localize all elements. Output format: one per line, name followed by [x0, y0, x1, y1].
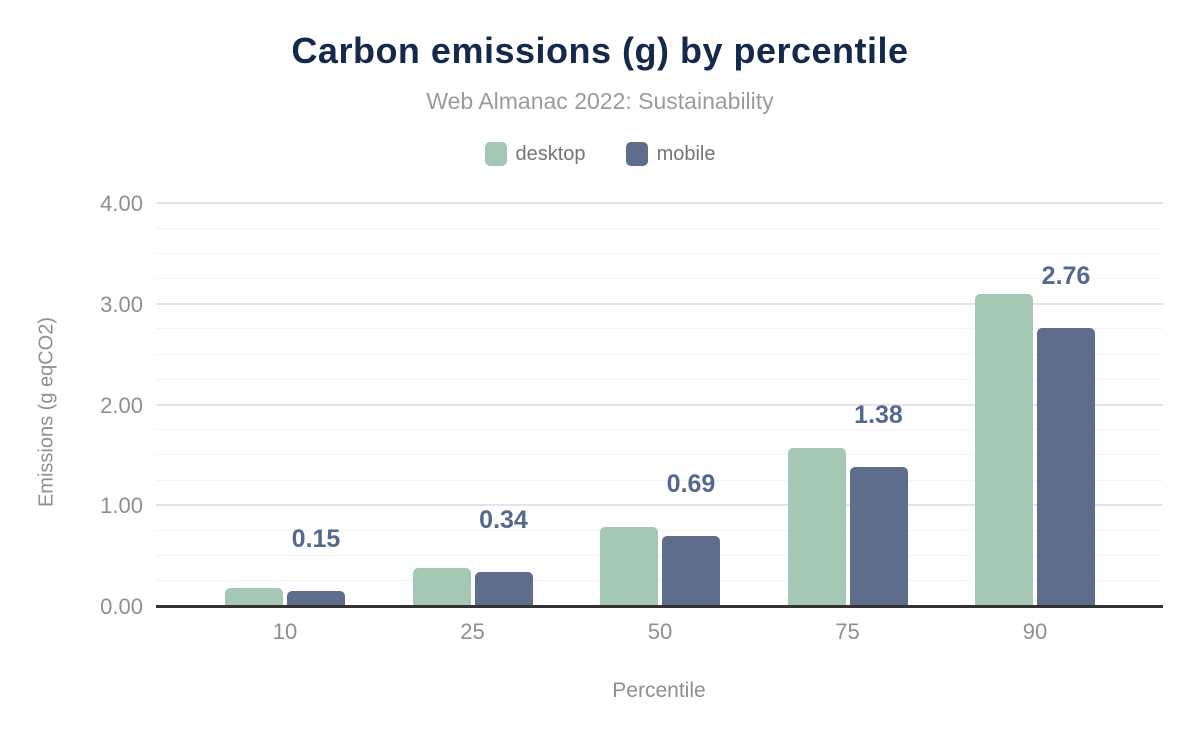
bar-mobile-50	[662, 536, 720, 606]
value-label: 1.38	[854, 400, 903, 429]
value-label: 0.69	[666, 470, 716, 499]
bar-desktop-75	[787, 447, 846, 606]
x-axis-line	[156, 605, 1163, 608]
gridline-minor	[156, 227, 1163, 229]
gridline-minor	[156, 252, 1163, 254]
legend-item-mobile: mobile	[625, 142, 716, 166]
gridline-minor	[156, 529, 1163, 531]
chart-title: Carbon emissions (g) by percentile	[291, 30, 909, 71]
x-tick-label: 10	[272, 619, 298, 644]
gridline-minor	[156, 328, 1163, 330]
bar-desktop-10	[225, 587, 283, 606]
y-axis-title: Emissions (g eqCO2)	[35, 316, 58, 508]
y-tick-label: 2.00	[100, 392, 143, 418]
gridline-minor	[156, 555, 1163, 557]
gridline-major	[156, 202, 1163, 204]
gridline-major	[156, 403, 1163, 406]
legend: desktop mobile	[0, 142, 1200, 166]
value-label: 0.34	[479, 505, 528, 534]
y-tick-label: 1.00	[100, 493, 143, 519]
gridline-minor	[156, 479, 1163, 481]
bar-desktop-90	[975, 293, 1033, 606]
gridline-minor	[156, 429, 1163, 431]
bar-desktop-50	[600, 527, 658, 606]
x-axis-title: Percentile	[612, 679, 706, 702]
y-tick-label: 3.00	[100, 291, 143, 317]
bar-mobile-25	[474, 571, 533, 606]
gridline-minor	[156, 580, 1163, 582]
x-tick-label: 90	[1022, 619, 1048, 644]
bar-mobile-90	[1037, 327, 1095, 606]
legend-label-mobile: mobile	[656, 142, 716, 165]
y-tick-label: 4.00	[100, 191, 143, 216]
value-label: 0.15	[291, 524, 341, 553]
gridline-minor	[156, 278, 1163, 280]
y-tick-label: 0.00	[100, 594, 143, 619]
gridline-minor	[156, 378, 1163, 380]
gridline-major	[156, 504, 1163, 507]
legend-swatch-mobile	[625, 142, 648, 166]
bar-desktop-25	[412, 567, 471, 606]
x-tick-label: 25	[460, 619, 485, 644]
legend-item-desktop: desktop	[484, 142, 586, 166]
gridline-minor	[156, 353, 1163, 355]
chart-subtitle: Web Almanac 2022: Sustainability	[426, 88, 774, 114]
gridline-major	[156, 302, 1163, 305]
bar-mobile-75	[849, 466, 908, 606]
legend-label-desktop: desktop	[515, 142, 586, 165]
bar-mobile-10	[287, 590, 345, 606]
x-tick-label: 75	[835, 619, 860, 644]
gridline-minor	[156, 454, 1163, 456]
x-tick-label: 50	[647, 619, 673, 644]
value-label: 2.76	[1041, 261, 1091, 290]
legend-swatch-desktop	[484, 142, 507, 166]
